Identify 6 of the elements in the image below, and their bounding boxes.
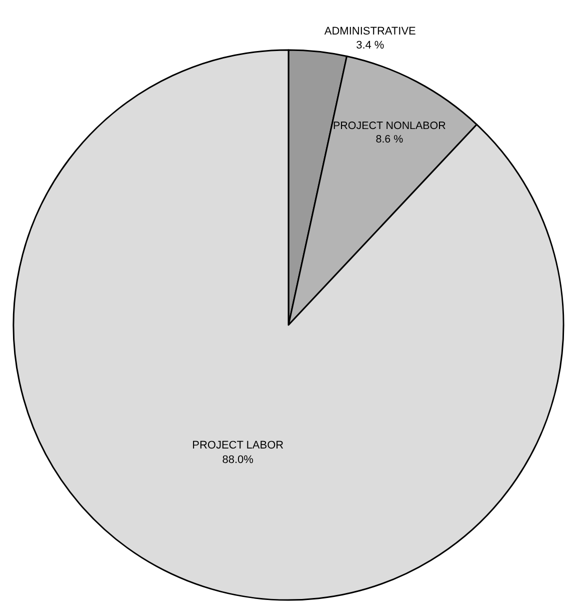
data-label: 8.6 % <box>376 134 404 146</box>
data-label: 3.4 % <box>356 40 384 52</box>
slice-label: ADMINISTRATIVE <box>324 25 416 38</box>
data-label: 88.0% <box>222 454 254 466</box>
slice-label: PROJECT LABOR <box>192 440 284 452</box>
slice-label: PROJECT NONLABOR <box>333 120 446 132</box>
